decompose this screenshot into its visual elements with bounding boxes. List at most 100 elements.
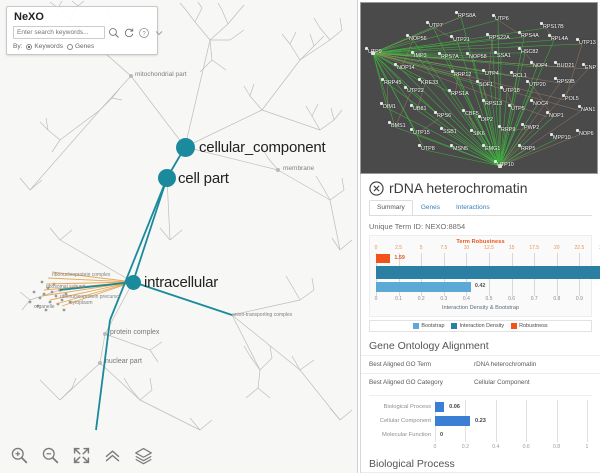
network-node[interactable] [540,22,543,25]
network-node[interactable] [411,51,414,54]
network-node[interactable] [478,115,481,118]
network-node[interactable] [548,34,551,37]
network-node[interactable] [576,38,579,41]
network-svg[interactable] [361,3,598,174]
gene-label[interactable]: KRE33 [421,80,439,86]
gene-label[interactable]: NOP6 [579,131,594,137]
network-node[interactable] [404,86,407,89]
network-node[interactable] [494,51,497,54]
gene-label[interactable]: UTP6 [495,16,509,22]
gene-label[interactable]: NOP4 [533,63,548,69]
network-node[interactable] [388,121,391,124]
tab-genes[interactable]: Genes [420,204,440,211]
gene-label[interactable]: UTP18 [503,88,520,94]
gene-label[interactable]: RPS9B [557,79,575,85]
gene-label[interactable]: NOP1 [549,113,564,119]
close-circle-icon[interactable] [369,180,384,196]
search-panel[interactable]: NeXO ? By: Keywor [6,6,163,55]
gene-label[interactable]: UTP22 [407,88,424,94]
gene-label[interactable]: RPS1A [451,91,469,97]
network-node[interactable] [455,11,458,14]
network-node[interactable] [482,69,485,72]
network-node[interactable] [410,104,413,107]
network-node[interactable] [554,77,557,80]
gene-label[interactable]: BUD21 [557,63,575,69]
gene-label[interactable]: NOP14 [397,65,415,71]
gene-label[interactable]: CBF5 [465,111,479,117]
term-info-panel[interactable]: rDNA heterochromatin Summary Genes Inter… [360,174,600,473]
network-node[interactable] [518,144,521,147]
gene-label[interactable]: EMG1 [485,146,501,152]
gene-label[interactable]: NOP58 [469,54,487,60]
search-icon[interactable] [108,27,120,39]
network-node[interactable] [521,123,524,126]
layers-icon[interactable] [134,446,153,465]
gene-label[interactable]: RRP45 [384,80,402,86]
network-node[interactable] [470,129,473,132]
legend-item[interactable]: Bootstrap [413,323,444,329]
gene-label[interactable]: ENP1 [585,65,598,71]
network-node[interactable] [476,80,479,83]
network-node[interactable] [554,61,557,64]
gene-label[interactable]: HSC82 [521,49,539,55]
network-node[interactable] [518,31,521,34]
radio-genes[interactable]: Genes [66,43,94,50]
gene-label[interactable]: UTP13 [579,40,596,46]
tree-node-protein-complex[interactable] [103,332,107,336]
gene-label[interactable]: RPS22A [489,35,510,41]
gene-label[interactable]: SIK6 [473,131,485,137]
gene-label[interactable]: RPS6 [437,113,452,119]
network-node[interactable] [546,111,549,114]
gene-label[interactable]: MPP10 [553,135,571,141]
gene-label[interactable]: RPS4A [521,33,539,39]
network-node[interactable] [448,89,451,92]
gene-label[interactable]: UTP5 [511,106,525,112]
go-bar[interactable] [435,416,470,426]
tree-node-nuclear-part[interactable] [98,361,102,365]
gene-interaction-network[interactable]: RPS8A UTP6 UTP7 RPS17B NOP56 UTP21 RPS22A RPS4A… [360,2,598,174]
network-node[interactable] [482,99,485,102]
gene-label[interactable]: UB81 [413,106,427,112]
help-icon[interactable]: ? [138,27,150,39]
gene-label[interactable]: UTP15 [413,130,430,136]
gene-label[interactable]: SOF1 [479,82,494,88]
legend-item[interactable]: Interaction Density [451,323,504,329]
network-node[interactable] [426,21,429,24]
network-node[interactable] [381,78,384,81]
network-node[interactable] [406,34,409,37]
reset-icon[interactable] [123,27,135,39]
gene-label[interactable]: DIM1 [383,104,396,110]
bar-interaction-density[interactable] [376,266,600,279]
network-node[interactable] [410,128,413,131]
gene-label[interactable]: MSN5 [453,146,468,152]
network-node[interactable] [508,104,511,107]
network-node[interactable] [450,35,453,38]
gene-label[interactable]: POL5 [565,96,579,102]
go-bar[interactable] [435,402,445,412]
gene-label[interactable]: SSA1 [497,53,511,59]
gene-label[interactable]: RRP9 [501,127,516,133]
network-node[interactable] [450,144,453,147]
network-node[interactable] [550,133,553,136]
network-node[interactable] [394,63,397,66]
gene-label[interactable]: BMS1 [391,123,406,129]
radio-genes-dot[interactable] [66,43,73,50]
network-node[interactable] [365,47,368,50]
gene-label[interactable]: RPL4A [551,36,569,42]
gene-label[interactable]: SSB1 [443,129,457,135]
network-node[interactable] [578,105,581,108]
network-hub-node-utp9[interactable] [371,51,375,55]
network-node[interactable] [451,70,454,73]
network-node[interactable] [486,33,489,36]
network-node[interactable] [482,144,485,147]
bar-bootstrap[interactable] [376,282,471,292]
network-node[interactable] [418,78,421,81]
gene-label[interactable]: UTP10 [497,162,514,168]
gene-label[interactable]: UTP4 [485,71,499,77]
network-node[interactable] [418,144,421,147]
tree-node-cell-part[interactable] [158,169,176,187]
network-node[interactable] [466,52,469,55]
fit-screen-icon[interactable] [72,446,91,465]
search-input[interactable] [13,26,105,39]
network-node[interactable] [562,94,565,97]
